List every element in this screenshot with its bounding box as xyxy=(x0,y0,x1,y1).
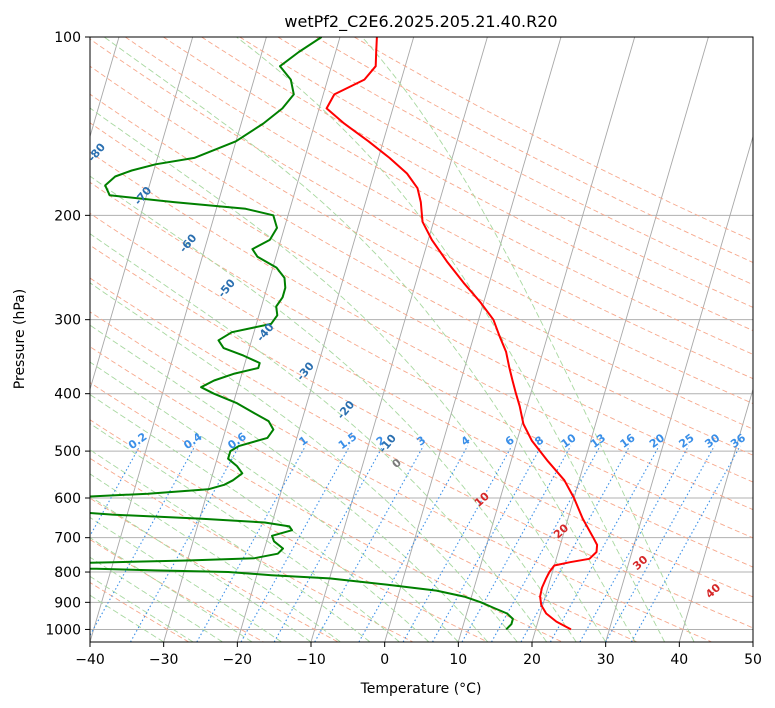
x-tick-label: 20 xyxy=(523,652,541,668)
y-tick-label: 1000 xyxy=(45,622,81,638)
x-tick-label: −10 xyxy=(296,652,326,668)
moist-adiabat-line xyxy=(90,537,253,642)
dry-adiabat-line xyxy=(90,311,712,642)
mixing-ratio-line xyxy=(520,445,631,642)
y-tick-label: 200 xyxy=(54,208,81,224)
y-tick-label: 300 xyxy=(54,313,81,329)
mixing-ratio-line xyxy=(549,445,660,642)
temperature-profile-line xyxy=(325,37,599,631)
isotherm-line xyxy=(531,37,709,642)
dry-adiabat-line xyxy=(163,37,753,355)
plot-area: 0.10.20.40.611.52346810131620253036-100-… xyxy=(89,36,754,643)
dry-adiabat-line xyxy=(90,538,264,642)
x-tick-label: −20 xyxy=(223,652,253,668)
x-tick-label: 40 xyxy=(670,652,688,668)
isotherm-line xyxy=(678,387,753,642)
dry-adiabat-line xyxy=(90,122,753,483)
dry-adiabat-line xyxy=(90,277,753,629)
mixing-ratio-line xyxy=(432,445,542,642)
moist-adiabat-line xyxy=(90,107,607,642)
moist-adiabat-line xyxy=(90,282,518,642)
dry-adiabat-line xyxy=(90,212,753,568)
dry-adiabat-line xyxy=(125,37,753,380)
x-tick-label: 10 xyxy=(449,652,467,668)
y-tick-label: 700 xyxy=(54,531,81,547)
mixing-ratio-line xyxy=(90,445,196,637)
mixing-ratio-line xyxy=(358,445,469,642)
moist-adiabat-line xyxy=(103,37,636,642)
moist-adiabat-line xyxy=(90,324,489,642)
mixing-ratio-line xyxy=(402,445,513,642)
x-axis-ticks: −40 −30 −20 −10 0 10 20 30 40 50 xyxy=(75,642,762,668)
mixing-ratio-line xyxy=(196,445,306,642)
mixing-ratio-line xyxy=(314,445,424,642)
moist-adiabat-line xyxy=(90,495,312,642)
y-axis-ticks: 100 200 300 400 500 600 700 800 900 1000 xyxy=(45,30,90,638)
isotherm-line xyxy=(163,37,341,642)
dry-adiabat-line xyxy=(277,37,753,286)
dry-adiabat-line xyxy=(90,346,638,642)
x-axis-label: Temperature (°C) xyxy=(360,681,482,697)
moist-adiabat-line xyxy=(236,37,665,642)
dry-adiabat-line xyxy=(90,151,753,511)
isotherm-line xyxy=(90,37,267,642)
mixing-ratio-line xyxy=(130,445,240,642)
profile-curves xyxy=(90,37,599,631)
moist-adiabat-line xyxy=(90,233,548,642)
y-tick-label: 400 xyxy=(54,387,81,403)
moist-adiabat-line xyxy=(90,422,400,642)
x-tick-label: 50 xyxy=(744,652,762,668)
y-tick-label: 500 xyxy=(54,444,81,460)
dry-adiabat-line xyxy=(90,65,753,430)
moist-adiabat-line xyxy=(90,175,577,642)
moist-adiabat-line xyxy=(90,394,430,642)
y-tick-label: 900 xyxy=(54,595,81,611)
moist-adiabat-line xyxy=(90,449,371,642)
mixing-ratio-line xyxy=(491,445,601,642)
y-tick-label: 100 xyxy=(54,30,81,46)
x-tick-label: −40 xyxy=(75,652,105,668)
isotherm-line xyxy=(90,37,194,391)
y-tick-label: 800 xyxy=(54,565,81,581)
dry-adiabat-line xyxy=(353,37,753,242)
x-tick-label: 30 xyxy=(597,652,615,668)
x-tick-label: 0 xyxy=(380,652,389,668)
moist-adiabat-line xyxy=(361,37,695,642)
mixing-ratio-line xyxy=(605,445,715,642)
mixing-ratio-line xyxy=(240,445,351,642)
dry-adiabat-line xyxy=(201,37,753,332)
dry-adiabat-line xyxy=(90,244,753,598)
y-tick-label: 600 xyxy=(54,491,81,507)
mixing-ratio-line xyxy=(579,445,690,642)
y-axis-label: Pressure (hPa) xyxy=(12,289,28,389)
dry-adiabat-line xyxy=(90,382,563,642)
dewpoint-profile-line xyxy=(90,37,514,631)
mixing-ratio-line xyxy=(273,445,384,642)
background-lines xyxy=(90,37,753,642)
moist-adiabat-line xyxy=(90,473,341,642)
mixing-ratio-line xyxy=(461,445,572,642)
chart-title: wetPf2_C2E6.2025.205.21.40.R20 xyxy=(284,12,557,32)
x-tick-label: −30 xyxy=(149,652,179,668)
isotherm-line xyxy=(384,37,562,642)
mixing-ratio-line xyxy=(630,445,741,642)
moist-adiabat-line xyxy=(90,516,282,642)
plot-frame xyxy=(89,36,754,643)
isotherm-line xyxy=(457,37,636,642)
